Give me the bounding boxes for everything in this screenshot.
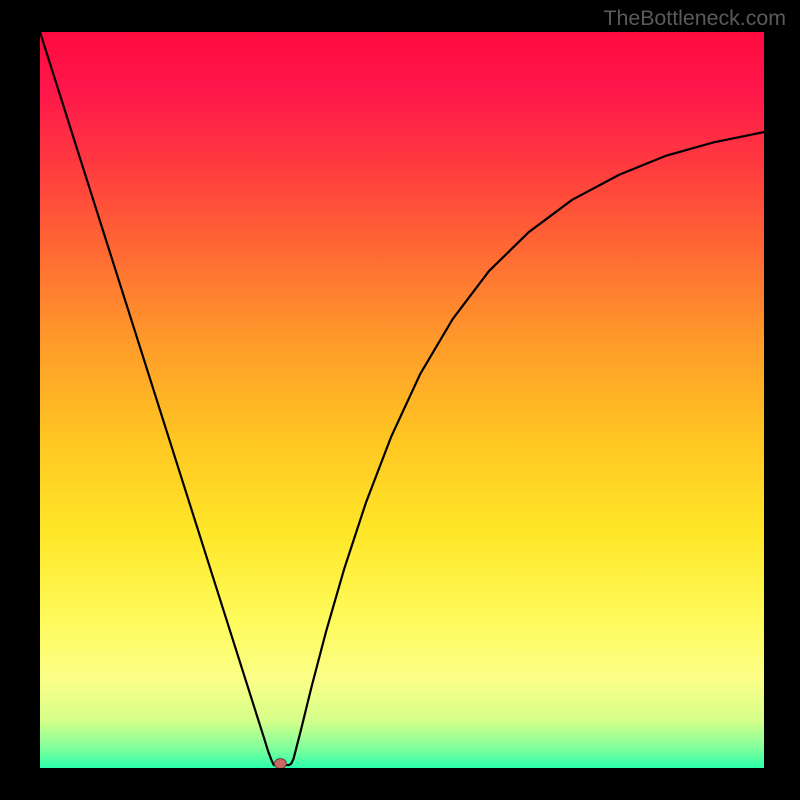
watermark-text: TheBottleneck.com bbox=[603, 6, 786, 31]
bottleneck-curve-plot bbox=[40, 32, 764, 768]
bottleneck-curve bbox=[40, 32, 764, 765]
curve-layer bbox=[40, 32, 764, 768]
curve-minimum-marker bbox=[274, 759, 286, 768]
plot-area bbox=[40, 32, 764, 768]
